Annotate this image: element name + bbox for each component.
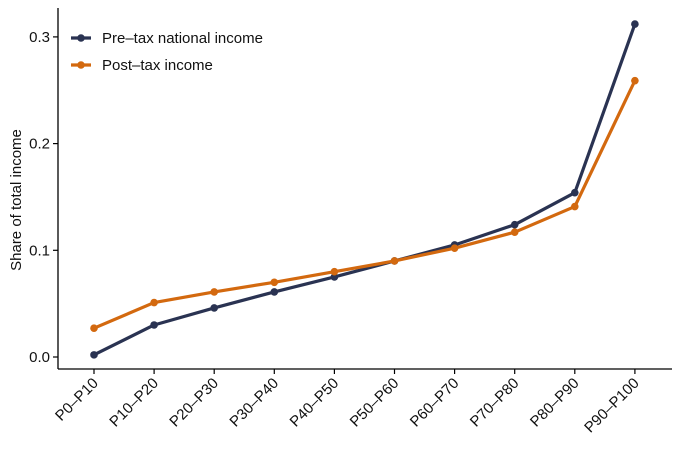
- x-tick-label: P40–P50: [287, 375, 343, 431]
- data-point: [150, 321, 158, 329]
- data-point: [210, 288, 218, 296]
- series-1: [90, 76, 639, 332]
- data-point: [450, 244, 459, 252]
- y-tick-label: 0.2: [29, 136, 50, 153]
- x-tick-label: P80–P90: [527, 375, 583, 431]
- y-ticks: 0.0 0.1 0.2 0.3: [29, 29, 58, 366]
- legend-item: Pre–tax national income: [71, 30, 263, 47]
- x-tick-label: P20–P30: [166, 375, 222, 431]
- x-tick-label: P30–P40: [226, 375, 282, 431]
- x-tick-label: P90–P100: [581, 375, 643, 437]
- data-point: [510, 228, 519, 236]
- x-tick-label: P0–P10: [52, 375, 102, 425]
- data-point: [90, 324, 98, 332]
- x-tick-label: P50–P60: [347, 375, 403, 431]
- legend-label: Post–tax income: [102, 57, 213, 74]
- data-point: [210, 304, 218, 312]
- x-tick-label: P60–P70: [407, 375, 463, 431]
- data-point: [330, 273, 339, 281]
- legend-swatch-point: [77, 34, 85, 42]
- data-point: [631, 76, 639, 85]
- legend-item: Post–tax income: [71, 57, 213, 74]
- data-point: [571, 202, 579, 211]
- series-0: [90, 20, 639, 359]
- data-point: [270, 278, 279, 287]
- data-point: [390, 257, 399, 265]
- series-layer: [90, 20, 639, 359]
- data-point: [330, 267, 339, 276]
- y-axis-title: Share of total income: [8, 129, 25, 271]
- y-tick-label: 0.1: [29, 242, 50, 259]
- data-point: [571, 188, 579, 197]
- data-point: [150, 298, 158, 307]
- y-tick-label: 0.3: [29, 29, 50, 46]
- data-point: [90, 351, 98, 359]
- series-line: [93, 79, 637, 330]
- y-tick-label: 0.0: [29, 349, 50, 366]
- axes: [57, 8, 672, 370]
- data-point: [510, 220, 519, 229]
- legend-label: Pre–tax national income: [102, 30, 263, 47]
- legend: Pre–tax national income Post–tax income: [71, 30, 263, 74]
- legend-swatch-point: [77, 61, 85, 69]
- series-line: [93, 23, 637, 357]
- data-point: [270, 288, 279, 296]
- data-point: [631, 20, 639, 28]
- x-ticks: P0–P10 P10–P20 P20–P30 P30–P40 P40–P50 P50–P6…: [52, 369, 643, 436]
- x-tick-label: P70–P80: [467, 375, 523, 431]
- x-tick-label: P10–P20: [106, 375, 162, 431]
